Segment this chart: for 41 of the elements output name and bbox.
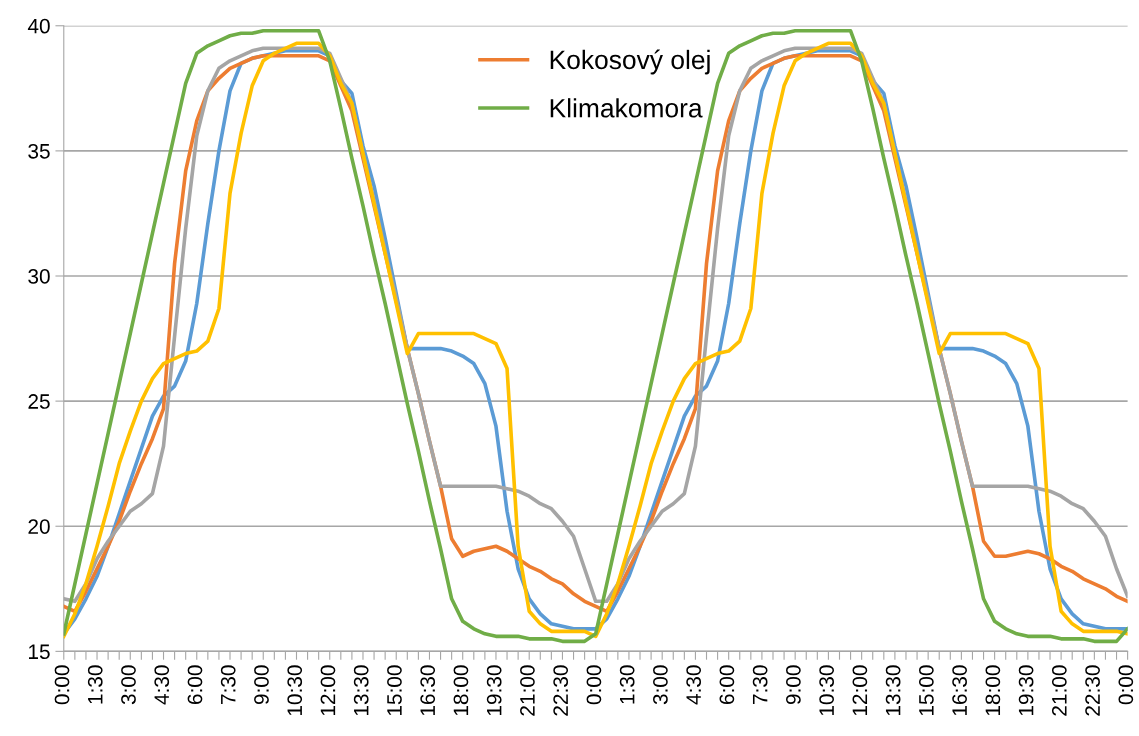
x-tick-label: 10:30 — [819, 665, 834, 716]
x-tick-label: 0:00 — [54, 665, 70, 705]
x-tick-label: 7:30 — [220, 665, 236, 705]
y-tick-label: 15 — [29, 644, 50, 660]
x-tick-label: 13:30 — [353, 665, 369, 716]
x-tick-label: 15:00 — [387, 665, 402, 716]
x-tick-label: 1:30 — [87, 665, 103, 704]
legend-label: Kokosový olej — [550, 49, 710, 75]
x-tick-label: 22:30 — [1085, 665, 1100, 716]
legend-label: Klimakomora — [550, 98, 703, 118]
x-tick-label: 22:30 — [553, 665, 569, 716]
x-tick-label: 10:30 — [287, 665, 303, 716]
x-tick-label: 0:00 — [1118, 665, 1134, 705]
x-tick-label: 18:00 — [453, 665, 469, 716]
x-tick-label: 3:00 — [653, 665, 668, 705]
x-tick-label: 21:00 — [520, 665, 535, 716]
x-tick-label: 4:30 — [154, 665, 170, 705]
x-tick-label: 13:30 — [885, 665, 901, 716]
x-tick-label: 6:00 — [719, 665, 735, 705]
x-tick-label: 19:30 — [1018, 665, 1034, 716]
y-tick-label: 35 — [28, 143, 50, 159]
x-tick-label: 15:00 — [918, 665, 934, 716]
x-tick-label: 6:00 — [187, 665, 203, 705]
x-tick-label: 9:00 — [254, 665, 269, 705]
x-tick-label: 12:00 — [320, 665, 336, 716]
x-tick-label: 7:30 — [752, 665, 768, 705]
x-tick-label: 21:00 — [1051, 665, 1067, 716]
x-tick-label: 16:30 — [420, 665, 436, 716]
x-tick-label: 16:30 — [952, 665, 967, 716]
y-tick-label: 25 — [28, 394, 50, 409]
x-tick-label: 9:00 — [786, 665, 801, 705]
x-tick-label: 18:00 — [985, 665, 1001, 716]
x-tick-label: 3:00 — [121, 665, 136, 705]
x-tick-label: 12:00 — [852, 665, 868, 716]
x-tick-label: 4:30 — [686, 665, 702, 705]
x-tick-label: 19:30 — [486, 665, 502, 716]
y-tick-label: 20 — [28, 519, 50, 534]
y-tick-label: 30 — [28, 269, 50, 284]
x-tick-label: 0:00 — [586, 665, 602, 705]
y-tick-label: 40 — [27, 18, 50, 34]
x-tick-label: 1:30 — [619, 665, 635, 704]
